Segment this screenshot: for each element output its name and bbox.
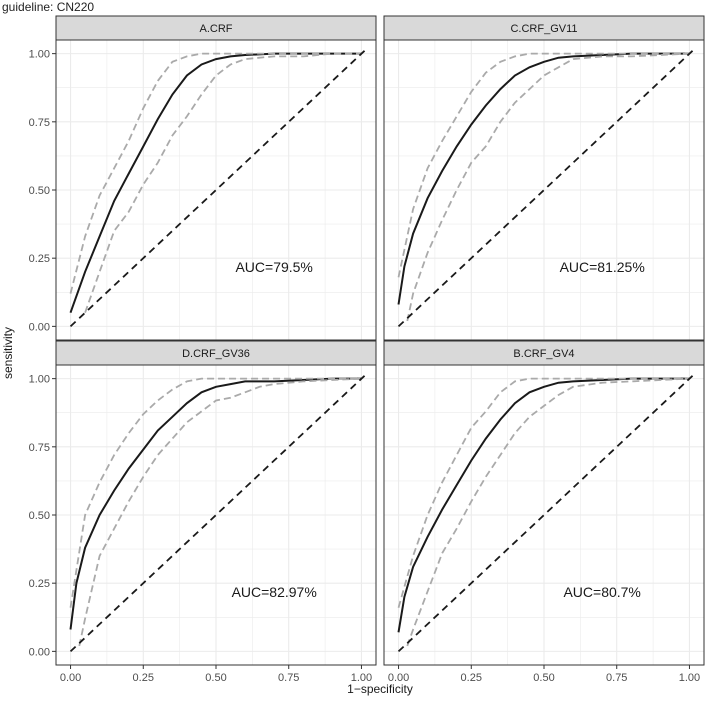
- y-tick-label: 0.75: [29, 117, 50, 129]
- grid-lines: [56, 40, 376, 340]
- grid-lines: [384, 365, 704, 665]
- grid-lines: [384, 40, 704, 340]
- panel-4: B.CRF_GV4 AUC=80.7% 0.00 0.25 0.50 0.75 1.00: [383, 340, 705, 684]
- facet-strip: [55, 340, 377, 366]
- facet-strip: [383, 340, 705, 366]
- x-tick-label: 0.00: [60, 672, 81, 684]
- series-group: [69, 47, 368, 328]
- series-diagonal-line: [69, 47, 368, 328]
- y-tick-label: 0.50: [29, 185, 50, 197]
- series-group: [397, 372, 696, 653]
- x-tick-label: 0.50: [205, 672, 226, 684]
- facet-strip-label: C.CRF_GV11: [510, 23, 577, 35]
- y-tick-label: 0.75: [29, 442, 50, 454]
- series-roc-line: [397, 377, 690, 633]
- auc-annotation: AUC=80.7%: [563, 584, 640, 600]
- facet-strip-label: A.CRF: [200, 23, 233, 35]
- facet-strip-label: B.CRF_GV4: [513, 348, 574, 360]
- series-ci-upper-line: [69, 377, 362, 608]
- series-ci-lower-line: [406, 377, 690, 647]
- x-axis-label: 1−specificity: [347, 682, 413, 696]
- auc-annotation: AUC=82.97%: [232, 584, 317, 600]
- facet-strip: [55, 15, 377, 41]
- y-axis-label: sensitivity: [1, 327, 15, 379]
- auc-annotation: AUC=79.5%: [235, 259, 312, 275]
- auc-annotation: AUC=81.25%: [560, 259, 645, 275]
- facet-strip-label: D.CRF_GV36: [182, 348, 250, 360]
- series-ci-lower-line: [84, 52, 362, 314]
- series-group: [397, 47, 696, 328]
- series-ci-upper-line: [397, 377, 690, 608]
- x-tick-label: 0.75: [278, 672, 299, 684]
- panel-2: C.CRF_GV11 AUC=81.25%: [383, 15, 705, 341]
- y-tick-label: 0.25: [29, 578, 50, 590]
- y-tick-label: 1.00: [29, 374, 50, 386]
- series-roc-line: [397, 52, 690, 305]
- y-tick-label: 0.25: [29, 253, 50, 265]
- x-tick-label: 0.75: [606, 672, 627, 684]
- series-diagonal-line: [397, 47, 696, 328]
- series-ci-lower-line: [78, 377, 362, 647]
- series-roc-line: [69, 377, 362, 630]
- x-tick-label: 1.00: [351, 672, 372, 684]
- y-tick-label: 0.00: [29, 646, 50, 658]
- series-group: [69, 372, 368, 653]
- series-diagonal-line: [397, 372, 696, 653]
- series-diagonal-line: [69, 372, 368, 653]
- y-tick-label: 0.50: [29, 510, 50, 522]
- figure-caption: guideline: CN220: [2, 0, 95, 14]
- x-tick-label: 1.00: [679, 672, 700, 684]
- x-tick-label: 0.00: [388, 672, 409, 684]
- panel-1: A.CRF AUC=79.5% 0.00 0.25 0.50 0.75 1.00: [29, 15, 377, 341]
- panel-border: [383, 39, 705, 341]
- x-tick-label: 0.25: [461, 672, 482, 684]
- x-tick-label: 0.50: [533, 672, 554, 684]
- x-tick-label: 0.25: [133, 672, 154, 684]
- series-ci-lower-line: [406, 52, 690, 322]
- y-tick-label: 1.00: [29, 49, 50, 61]
- y-tick-label: 0.00: [29, 321, 50, 333]
- panel-3: D.CRF_GV36 AUC=82.97% 0.00 0.25 0.50 0.75 1.00…: [29, 340, 377, 684]
